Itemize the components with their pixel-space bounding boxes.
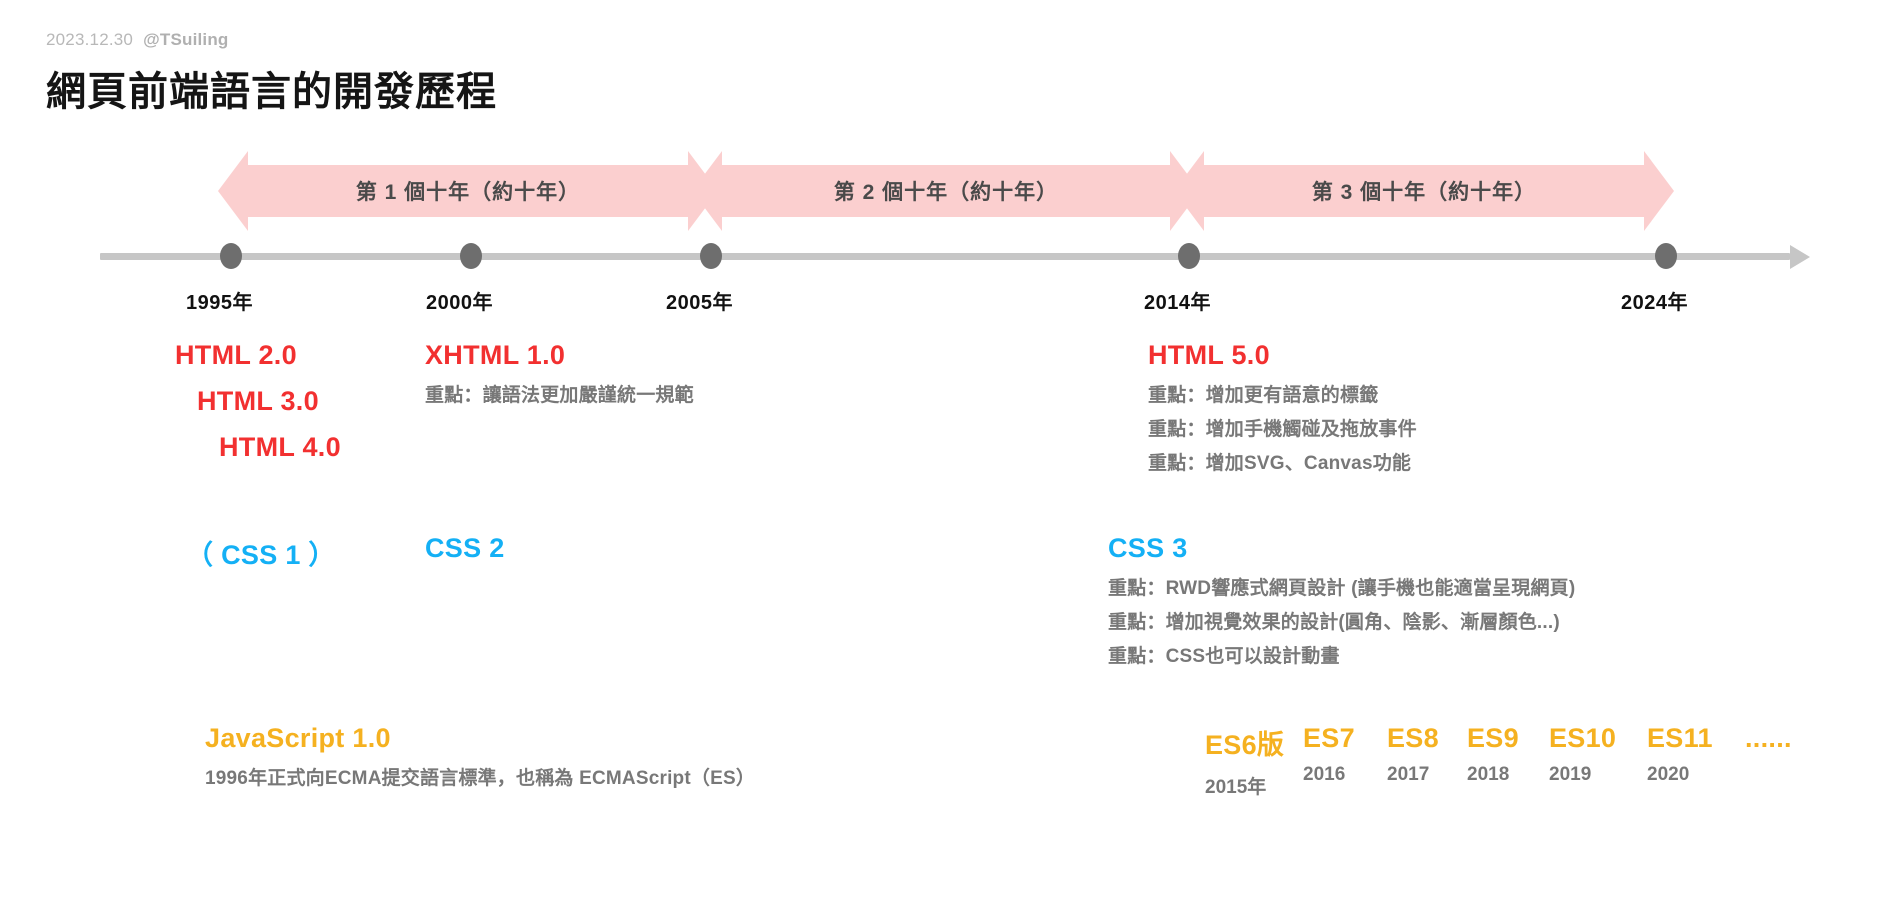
javascript-note: 1996年正式向ECMA提交語言標準，也稱為 ECMAScript（ES） xyxy=(205,768,756,789)
css2-group: CSS 2 xyxy=(425,533,505,564)
es-release-item: ES6版 2015年 xyxy=(1205,723,1303,799)
css3-title: CSS 3 xyxy=(1108,533,1188,563)
css3-note-3: 重點：CSS也可以設計動畫 xyxy=(1108,646,1340,667)
year-label-2024: 2024年 xyxy=(1621,292,1688,314)
xhtml-group: XHTML 1.0 重點：讓語法更加嚴謹統一規範 xyxy=(425,340,694,407)
css2-label: CSS 2 xyxy=(425,533,505,563)
band-arrow-left-icon xyxy=(1174,151,1204,231)
es-release-item: ES7 2016 xyxy=(1303,723,1387,786)
html5-group: HTML 5.0 重點：增加更有語意的標籤 重點：增加手機觸碰及拖放事件 重點：… xyxy=(1148,340,1417,475)
es-release-year: 2016 xyxy=(1303,764,1346,785)
es-release-year: 2015年 xyxy=(1205,777,1267,798)
css1-label: （ CSS 1 ） xyxy=(186,540,336,570)
year-label-2000: 2000年 xyxy=(426,292,493,314)
html-2-label: HTML 2.0 xyxy=(175,340,297,370)
timeline-dot-2000 xyxy=(460,243,482,269)
byline-handle: @TSuiling xyxy=(143,30,229,49)
es-release-item: ...... xyxy=(1745,723,1835,764)
es-release-item: ES9 2018 xyxy=(1467,723,1549,786)
es-release-item: ES8 2017 xyxy=(1387,723,1467,786)
html5-note-1: 重點：增加更有語意的標籤 xyxy=(1148,385,1379,406)
decade-band-3-label: 第 3 個十年（約十年） xyxy=(1311,181,1537,204)
byline: 2023.12.30 @TSuiling xyxy=(46,30,497,50)
timeline-dot-2024 xyxy=(1655,243,1677,269)
javascript-group: JavaScript 1.0 1996年正式向ECMA提交語言標準，也稱為 EC… xyxy=(205,723,755,790)
css3-group: CSS 3 重點：RWD響應式網頁設計 (讓手機也能適當呈現網頁) 重點：增加視… xyxy=(1108,533,1575,668)
javascript-title: JavaScript 1.0 xyxy=(205,723,391,753)
year-label-1995: 1995年 xyxy=(186,292,253,314)
band-arrow-left-icon xyxy=(218,151,248,231)
page-title: 網頁前端語言的開發歷程 xyxy=(46,70,497,114)
es-releases-row: ES6版 2015年 ES7 2016 ES8 2017 ES9 2018 ES… xyxy=(1205,723,1835,799)
es-release-year: 2017 xyxy=(1387,764,1430,785)
html-3-label: HTML 3.0 xyxy=(197,386,319,416)
html5-note-2: 重點：增加手機觸碰及拖放事件 xyxy=(1148,419,1417,440)
es-release-name: ...... xyxy=(1745,723,1792,753)
es-release-item: ES11 2020 xyxy=(1647,723,1745,786)
css3-note-1: 重點：RWD響應式網頁設計 (讓手機也能適當呈現網頁) xyxy=(1108,578,1576,599)
css3-note-2: 重點：增加視覺效果的設計(圓角、陰影、漸層顏色...) xyxy=(1108,612,1560,633)
byline-date: 2023.12.30 xyxy=(46,30,134,49)
timeline-dot-2014 xyxy=(1178,243,1200,269)
timeline-axis xyxy=(100,253,1790,260)
decade-band-1: 第 1 個十年（約十年） xyxy=(218,151,718,231)
decade-band-2: 第 2 個十年（約十年） xyxy=(692,151,1200,231)
es-release-name: ES7 xyxy=(1303,723,1355,753)
es-release-year: 2018 xyxy=(1467,764,1510,785)
decade-band-3: 第 3 個十年（約十年） xyxy=(1174,151,1674,231)
xhtml-note: 重點：讓語法更加嚴謹統一規範 xyxy=(425,385,694,406)
html-versions-group: HTML 2.0 HTML 3.0 HTML 4.0 xyxy=(175,340,341,463)
html-4-label: HTML 4.0 xyxy=(219,432,341,462)
decade-band-1-label: 第 1 個十年（約十年） xyxy=(355,181,581,204)
es-release-year: 2019 xyxy=(1549,764,1592,785)
timeline-dot-2005 xyxy=(700,243,722,269)
year-label-2005: 2005年 xyxy=(666,292,733,314)
es-release-name: ES10 xyxy=(1549,723,1617,753)
timeline-dot-1995 xyxy=(220,243,242,269)
html5-title: HTML 5.0 xyxy=(1148,340,1270,370)
band-arrow-left-icon xyxy=(692,151,722,231)
es-release-name: ES9 xyxy=(1467,723,1519,753)
xhtml-title: XHTML 1.0 xyxy=(425,340,566,370)
es-release-name: ES8 xyxy=(1387,723,1439,753)
html5-note-3: 重點：增加SVG、Canvas功能 xyxy=(1148,453,1412,474)
es-release-name: ES6版 xyxy=(1205,730,1285,760)
es-release-year: 2020 xyxy=(1647,764,1690,785)
band-arrow-right-icon xyxy=(1644,151,1674,231)
decade-band-2-label: 第 2 個十年（約十年） xyxy=(833,181,1059,204)
timeline-arrow-icon xyxy=(1790,245,1810,269)
year-label-2014: 2014年 xyxy=(1144,292,1211,314)
css1-group: （ CSS 1 ） xyxy=(186,533,336,572)
es-release-name: ES11 xyxy=(1647,723,1713,753)
es-release-item: ES10 2019 xyxy=(1549,723,1647,786)
page-header: 2023.12.30 @TSuiling 網頁前端語言的開發歷程 xyxy=(46,30,497,117)
